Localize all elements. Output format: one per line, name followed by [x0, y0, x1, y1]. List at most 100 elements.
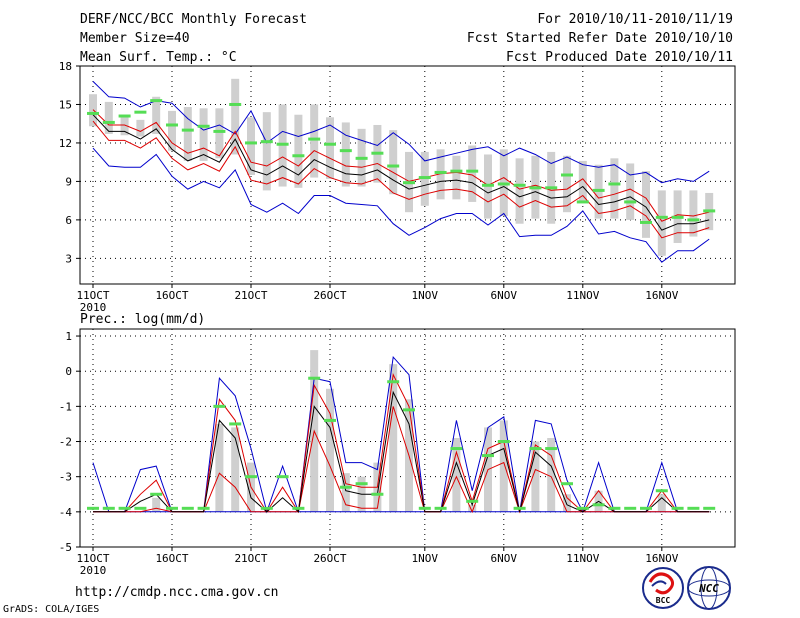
prec-mean-marker	[229, 422, 242, 426]
prec-xtick-label: 6NOV	[491, 552, 518, 565]
prec-mean-marker	[150, 492, 163, 496]
prec-mean-marker	[703, 506, 716, 510]
temp-ytick-label: 12	[59, 137, 72, 150]
temp-member-box	[468, 145, 477, 202]
temp-member-box	[152, 96, 161, 134]
temp-member-box	[120, 117, 129, 136]
temp-ytick-label: 18	[59, 60, 72, 73]
temp-mean-marker	[466, 169, 479, 173]
grads-credit: GrADS: COLA/IGES	[3, 604, 99, 615]
prec-mean-marker	[529, 447, 542, 451]
temp-xtick-label: 16OCT	[155, 289, 188, 302]
temp-mean-marker	[576, 200, 589, 204]
temp-xtick-label: 16NOV	[645, 289, 678, 302]
temp-member-box	[326, 117, 334, 179]
temp-member-box	[452, 155, 461, 200]
prec-member-box	[531, 441, 540, 512]
prec-xtick-label: 16NOV	[645, 552, 678, 565]
prec-ytick-label: 0	[65, 365, 72, 378]
temp-member-box	[294, 114, 303, 188]
temp-mean-marker	[545, 186, 558, 190]
temp-mean-marker	[434, 170, 447, 174]
prec-member-box	[389, 364, 398, 512]
temp-mean-marker	[292, 154, 305, 158]
prec-mean-marker	[466, 499, 479, 503]
temp-mean-marker	[482, 183, 494, 187]
temp-max-line	[92, 81, 710, 184]
temp-member-box	[578, 160, 587, 204]
temp-mean-marker	[102, 120, 115, 124]
prec-mean-marker	[166, 506, 178, 510]
temp-xtick-label: 11OCT	[76, 289, 109, 302]
temp-mean-marker	[387, 164, 400, 168]
prec-ytick-label: -2	[59, 436, 72, 449]
temp-ytick-label: 15	[59, 98, 72, 111]
prec-mean-marker	[403, 408, 415, 412]
temp-member-box	[642, 171, 650, 238]
temp-member-box	[215, 108, 224, 159]
temp-frame	[79, 65, 736, 285]
temp-member-box	[563, 155, 571, 213]
temp-mean-marker	[529, 186, 542, 190]
prec-q3-line	[93, 373, 710, 514]
temp-mean-marker	[671, 215, 684, 219]
temp-mean-marker	[339, 149, 352, 153]
temp-mean-marker	[166, 123, 178, 127]
temp-mean-marker	[624, 200, 637, 204]
temp-mean-marker	[561, 173, 573, 177]
bcc-logo-text: BCC	[656, 596, 671, 605]
temp-mean-marker	[134, 110, 147, 114]
prec-member-box	[215, 423, 224, 512]
temp-member-box	[262, 112, 271, 191]
temp-xtick-label: 11NOV	[566, 289, 599, 302]
temp-member-box	[310, 104, 319, 178]
prec-frame	[79, 328, 736, 548]
temp-mean-marker	[324, 142, 336, 146]
prec-mean-marker	[118, 506, 131, 510]
precip-panel: -5 -4 -3 -2 -1 0 1 11OCT 16OCT 21OCT 26OCT 1NOV 6NOV…	[59, 328, 736, 577]
prec-mean-marker	[655, 489, 668, 493]
prec-mean-marker	[102, 506, 115, 510]
prec-mean-marker	[308, 376, 321, 380]
temp-median-line	[92, 114, 710, 231]
temp-mean-marker	[655, 215, 668, 219]
prec-mean-marker	[687, 506, 700, 510]
prec-member-box	[468, 504, 477, 512]
prec-mean-marker	[245, 475, 257, 479]
prec-mean-marker	[576, 506, 589, 510]
prec-ytick-label: -1	[59, 400, 72, 413]
temp-member-box	[104, 101, 113, 134]
prec-mean-marker	[671, 506, 684, 510]
prec-member-box	[452, 438, 461, 512]
prec-member-box	[499, 420, 508, 512]
prec-mean-marker	[355, 482, 368, 486]
temp-mean-marker	[245, 141, 257, 145]
prec-xtick-label: 1NOV	[412, 552, 439, 565]
forecast-period-label: For 2010/10/11-2010/11/19	[537, 12, 733, 27]
temp-member-box	[515, 158, 524, 224]
temp-ytick-label: 6	[65, 214, 72, 227]
temp-year-label: 2010	[80, 301, 107, 314]
prec-mean-marker	[324, 418, 336, 422]
temp-xtick-label: 1NOV	[412, 289, 439, 302]
prec-member-box	[152, 497, 161, 512]
prec-mean-marker	[181, 506, 194, 510]
temp-q1-line	[92, 120, 710, 239]
prec-mean-marker	[592, 503, 605, 507]
prec-mean-marker	[561, 482, 573, 486]
prec-mean-marker	[640, 506, 652, 510]
temp-member-box	[183, 107, 192, 161]
prec-ytick-label: -4	[59, 506, 73, 519]
prec-mean-marker	[387, 380, 400, 384]
prec-mean-marker	[450, 447, 463, 451]
temp-member-box	[341, 122, 350, 187]
prec-mean-marker	[434, 506, 447, 510]
temp-xtick-label: 6NOV	[491, 289, 518, 302]
temp-mean-marker	[450, 169, 463, 173]
temp-member-box	[610, 158, 619, 219]
temp-member-box	[136, 119, 145, 137]
member-size-label: Member Size=40	[80, 31, 190, 46]
prec-mean-marker	[87, 506, 99, 510]
